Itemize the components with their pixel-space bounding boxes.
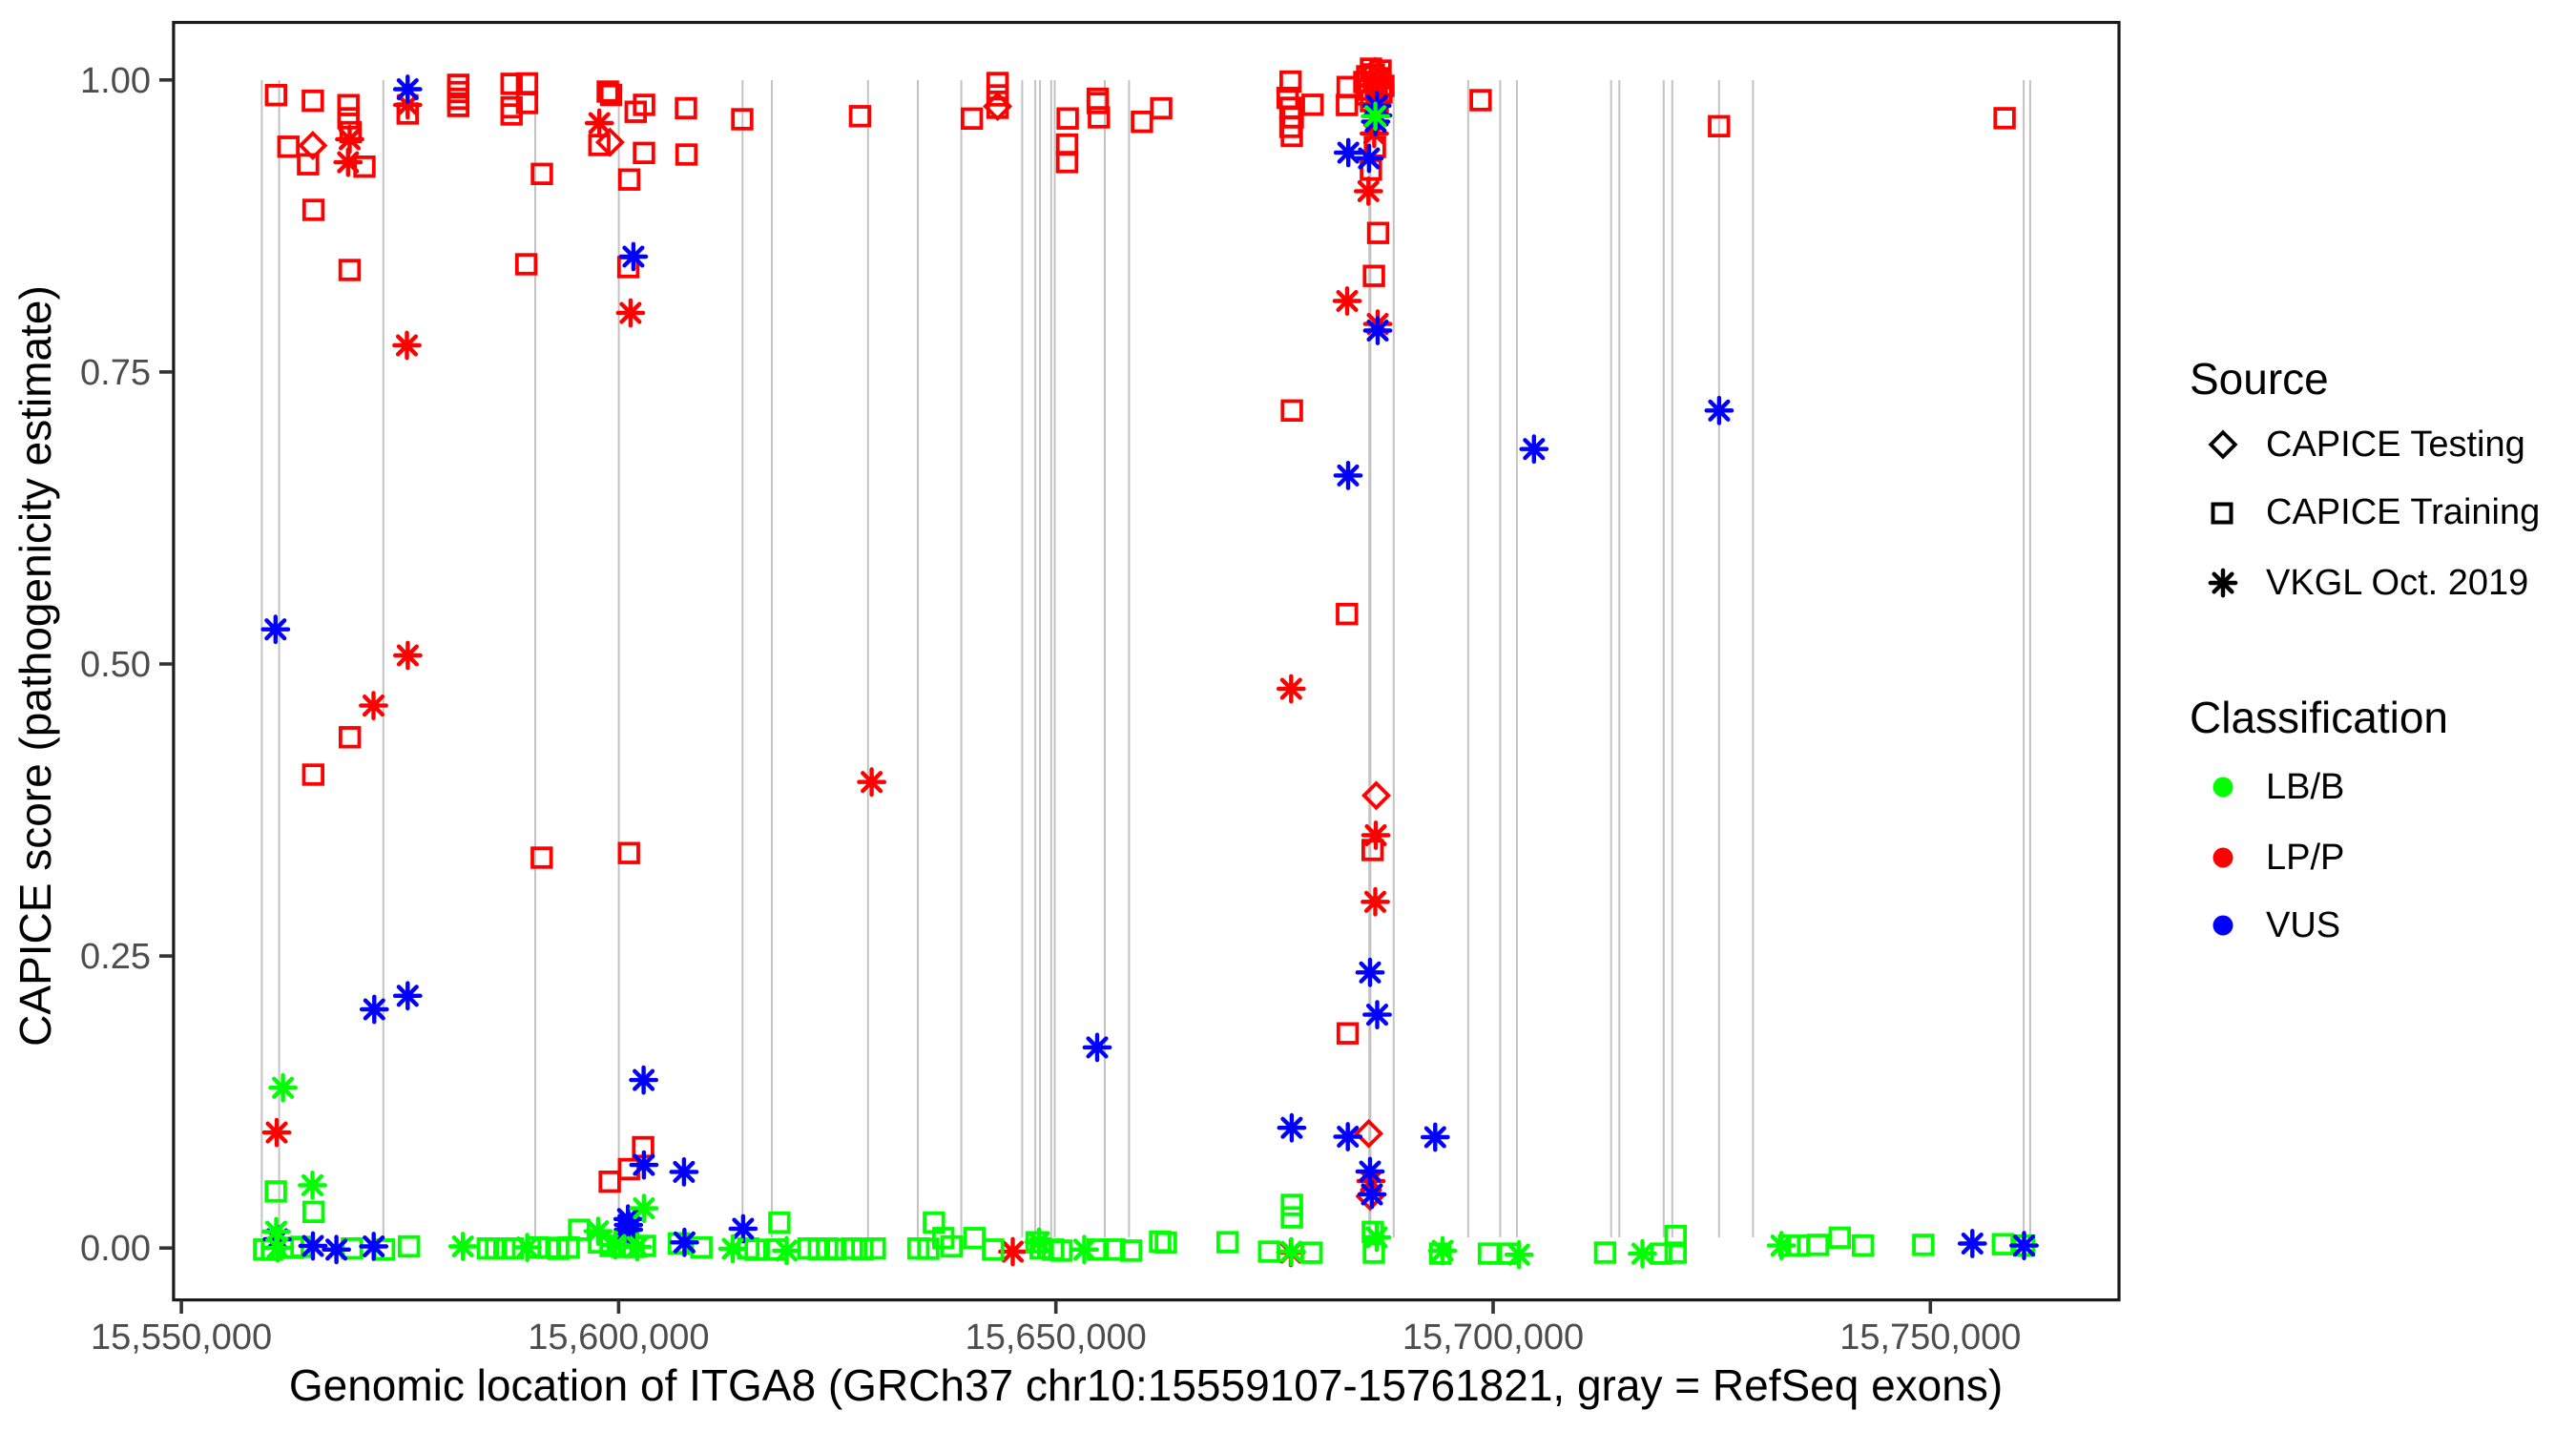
svg-text:Genomic location of ITGA8 (GRC: Genomic location of ITGA8 (GRCh37 chr10:… — [289, 1360, 2003, 1410]
svg-text:LP/P: LP/P — [2266, 838, 2344, 878]
svg-text:VKGL Oct. 2019: VKGL Oct. 2019 — [2266, 563, 2528, 603]
svg-text:1.00: 1.00 — [80, 61, 151, 101]
svg-text:15,650,000: 15,650,000 — [966, 1317, 1147, 1358]
svg-text:CAPICE Training: CAPICE Training — [2266, 492, 2540, 532]
svg-text:0.25: 0.25 — [80, 937, 151, 977]
svg-text:0.00: 0.00 — [80, 1229, 151, 1269]
svg-text:15,550,000: 15,550,000 — [91, 1317, 272, 1358]
svg-text:CAPICE Testing: CAPICE Testing — [2266, 425, 2525, 465]
svg-text:CAPICE score (pathogenicity es: CAPICE score (pathogenicity estimate) — [10, 285, 60, 1047]
svg-text:0.50: 0.50 — [80, 645, 151, 685]
svg-text:Classification: Classification — [2190, 693, 2448, 742]
svg-text:0.75: 0.75 — [80, 353, 151, 393]
svg-text:15,750,000: 15,750,000 — [1839, 1317, 2021, 1358]
svg-text:LB/B: LB/B — [2266, 767, 2344, 807]
svg-text:15,700,000: 15,700,000 — [1402, 1317, 1584, 1358]
svg-text:15,600,000: 15,600,000 — [528, 1317, 709, 1358]
svg-text:VUS: VUS — [2266, 905, 2340, 945]
svg-text:Source: Source — [2190, 354, 2329, 404]
